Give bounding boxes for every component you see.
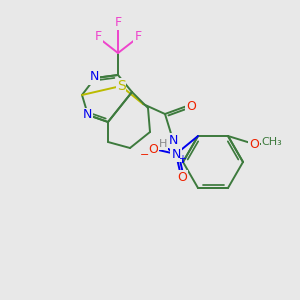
Text: O: O (177, 170, 187, 184)
Text: O: O (186, 100, 196, 112)
Text: O: O (249, 137, 259, 151)
Text: S: S (117, 79, 125, 93)
Text: −: − (140, 150, 150, 160)
Text: +: + (178, 154, 186, 164)
Text: F: F (94, 29, 102, 43)
Text: F: F (114, 16, 122, 28)
Text: N: N (82, 109, 92, 122)
Text: CH₃: CH₃ (262, 137, 282, 147)
Text: N: N (89, 70, 99, 83)
Text: N: N (168, 134, 178, 146)
Text: H: H (159, 139, 167, 149)
Text: O: O (148, 142, 158, 155)
Text: F: F (134, 29, 142, 43)
Text: N: N (171, 148, 181, 160)
